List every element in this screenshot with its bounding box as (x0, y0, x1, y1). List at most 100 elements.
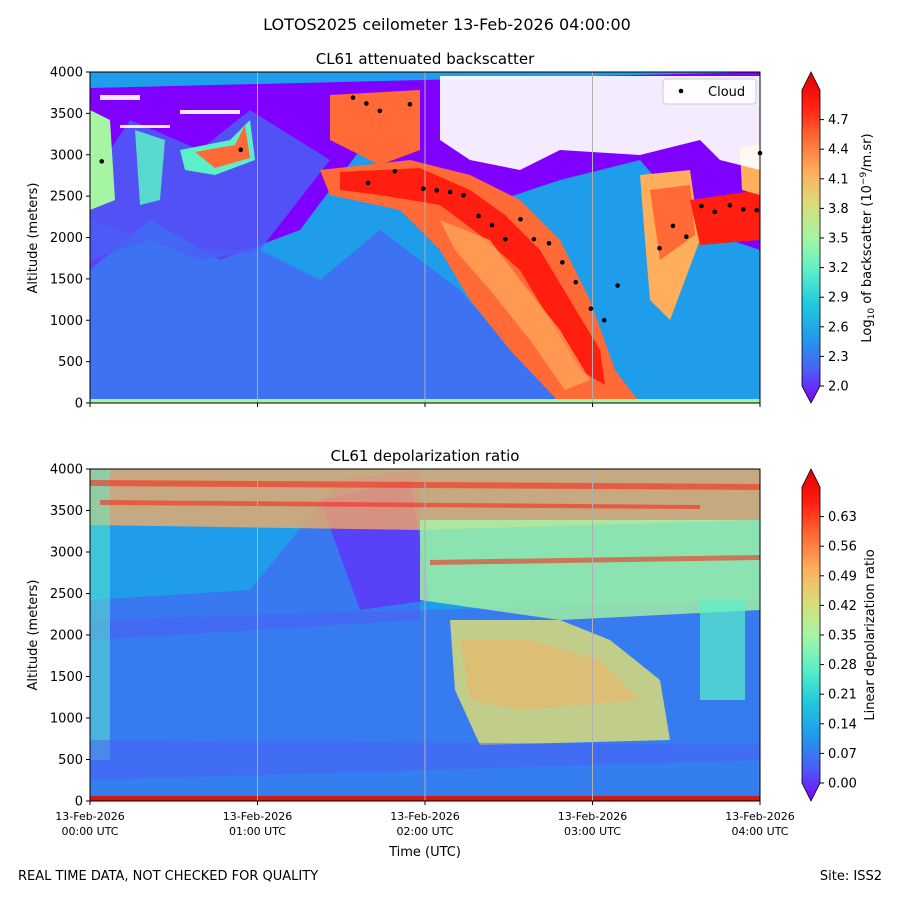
y-tick-label: 0 (75, 795, 83, 810)
cloud-point (377, 108, 383, 114)
depolarization-title: CL61 depolarization ratio (331, 447, 520, 465)
site-label: Site: ISS2 (819, 869, 882, 884)
backscatter-ylabel: Altitude (meters) (26, 183, 41, 294)
cloud-point (657, 245, 662, 251)
colorbar-tick-label: 4.4 (828, 143, 849, 158)
backscatter-panel: CL61 attenuated backscatter (26, 50, 877, 412)
colorbar-tick-label: 3.8 (828, 202, 849, 217)
colorbar-tick-label: 2.9 (828, 291, 849, 306)
cloud-point (99, 159, 105, 164)
colorbar-tick-label: 2.3 (828, 350, 849, 365)
cloud-point (238, 147, 244, 153)
x-tick-date-label: 13-Feb-2026 (55, 810, 124, 823)
colorbar-tick-label: 4.1 (828, 172, 849, 187)
colorbar-tick-label: 0.00 (828, 777, 857, 792)
colorbar-tick-label: 0.28 (828, 658, 857, 673)
cloud-point (712, 209, 718, 215)
colorbar-tick-label: 2.0 (828, 380, 849, 395)
depolarization-x-axis: 13-Feb-2026 00:00 UTC 13-Feb-2026 01:00 UTC… (55, 801, 795, 838)
cloud-point (573, 279, 579, 285)
cloud-point (365, 180, 371, 186)
legend-box (662, 78, 757, 105)
y-tick-label: 3000 (50, 546, 83, 561)
cloud-point (546, 240, 552, 246)
x-tick-date-label: 13-Feb-2026 (223, 810, 292, 823)
cloud-point (615, 283, 620, 288)
y-tick-label: 4000 (50, 66, 83, 81)
y-tick-label: 3500 (50, 504, 83, 519)
x-tick-time-label: 02:00 UTC (396, 825, 453, 838)
cloud-point (727, 202, 733, 208)
depolarization-gridlines (257, 469, 593, 801)
y-tick-label: 2000 (50, 231, 83, 246)
y-tick-label: 1500 (50, 272, 83, 287)
cloud-point (392, 169, 398, 174)
colorbar-tick-label: 0.49 (828, 569, 857, 584)
cloud-point (601, 317, 607, 323)
x-tick-date-label: 13-Feb-2026 (558, 810, 627, 823)
colorbar-tick-label: 0.14 (828, 717, 857, 732)
cloud-point (699, 203, 704, 209)
cloud-point (461, 192, 466, 198)
colorbar-tick-label: 0.21 (828, 688, 857, 703)
legend-cloud-label: Cloud (708, 85, 745, 100)
cloud-point (670, 223, 676, 229)
x-tick-date-label: 13-Feb-2026 (390, 810, 459, 823)
backscatter-y-axis: 0 500 1000 1500 2000 2500 3000 3500 4000 (50, 66, 90, 412)
y-tick-label: 500 (58, 753, 83, 768)
cloud-points (99, 95, 763, 323)
colorbar-tick-label: 3.2 (828, 261, 849, 276)
depolarization-colorbar-label: Linear depolarization ratio (863, 549, 878, 720)
colorbar-tick-label: 4.7 (828, 113, 849, 128)
colorbar-tick-label: 0.07 (828, 747, 857, 762)
y-tick-label: 1000 (50, 314, 83, 329)
x-tick-date-label: 13-Feb-2026 (725, 810, 794, 823)
cloud-point (684, 234, 689, 239)
y-tick-label: 2500 (50, 190, 83, 205)
depolarization-xlabel: Time (UTC) (388, 845, 461, 860)
y-tick-label: 2500 (50, 587, 83, 602)
backscatter-title: CL61 attenuated backscatter (316, 50, 535, 68)
y-tick-label: 1000 (50, 712, 83, 727)
backscatter-colorbar-bar (801, 71, 821, 404)
cloud-point (407, 101, 413, 107)
cloud-point (489, 222, 495, 228)
cloud-point (350, 95, 356, 100)
backscatter-colorbar-ticks: 2.0 2.3 2.6 2.9 3.2 3.5 3.8 4.1 4.4 4.7 (820, 113, 849, 395)
cloud-point (588, 306, 594, 311)
x-tick-time-label: 00:00 UTC (61, 825, 118, 838)
cloud-point (518, 216, 523, 222)
legend-cloud-marker (678, 88, 684, 94)
depolarization-colorbar-ticks: 0.00 0.07 0.14 0.21 0.28 0.35 0.42 0.49 0.56 0.63 (820, 510, 857, 792)
cloud-point (503, 236, 508, 242)
colorbar-tick-label: 0.35 (828, 629, 857, 644)
depolarization-colorbar-bar (801, 468, 821, 802)
cloud-point (740, 207, 746, 212)
backscatter-colorbar-label: Log10 of backscatter (10−9/m.sr) (859, 133, 877, 342)
colorbar-tick-label: 0.42 (828, 599, 857, 614)
cloud-point (531, 236, 537, 242)
cloud-point (560, 260, 565, 265)
backscatter-legend: Cloud (662, 78, 757, 105)
y-tick-label: 3500 (50, 107, 83, 122)
figure-title: LOTOS2025 ceilometer 13-Feb-2026 04:00:0… (263, 15, 631, 34)
colorbar-tick-label: 0.63 (828, 510, 857, 525)
cloud-point (476, 213, 481, 219)
x-tick-time-label: 03:00 UTC (564, 825, 621, 838)
y-tick-label: 2000 (50, 629, 83, 644)
y-tick-label: 0 (75, 397, 83, 412)
colorbar-tick-label: 3.5 (828, 232, 849, 247)
colorbar-tick-label: 0.56 (828, 540, 857, 555)
y-tick-label: 3000 (50, 148, 83, 163)
backscatter-x-axis (89, 403, 761, 407)
x-tick-time-label: 01:00 UTC (229, 825, 286, 838)
depolarization-y-axis: 0 500 1000 1500 2000 2500 3000 3500 4000 (50, 463, 90, 810)
backscatter-colorbar: 2.0 2.3 2.6 2.9 3.2 3.5 3.8 4.1 4.4 4.7 Log10 of … (801, 71, 877, 404)
x-tick-time-label: 04:00 UTC (731, 825, 788, 838)
cloud-point (447, 189, 453, 195)
quality-disclaimer: REAL TIME DATA, NOT CHECKED FOR QUALITY (18, 869, 319, 884)
cloud-point (434, 188, 440, 193)
cloud-point (754, 207, 759, 213)
